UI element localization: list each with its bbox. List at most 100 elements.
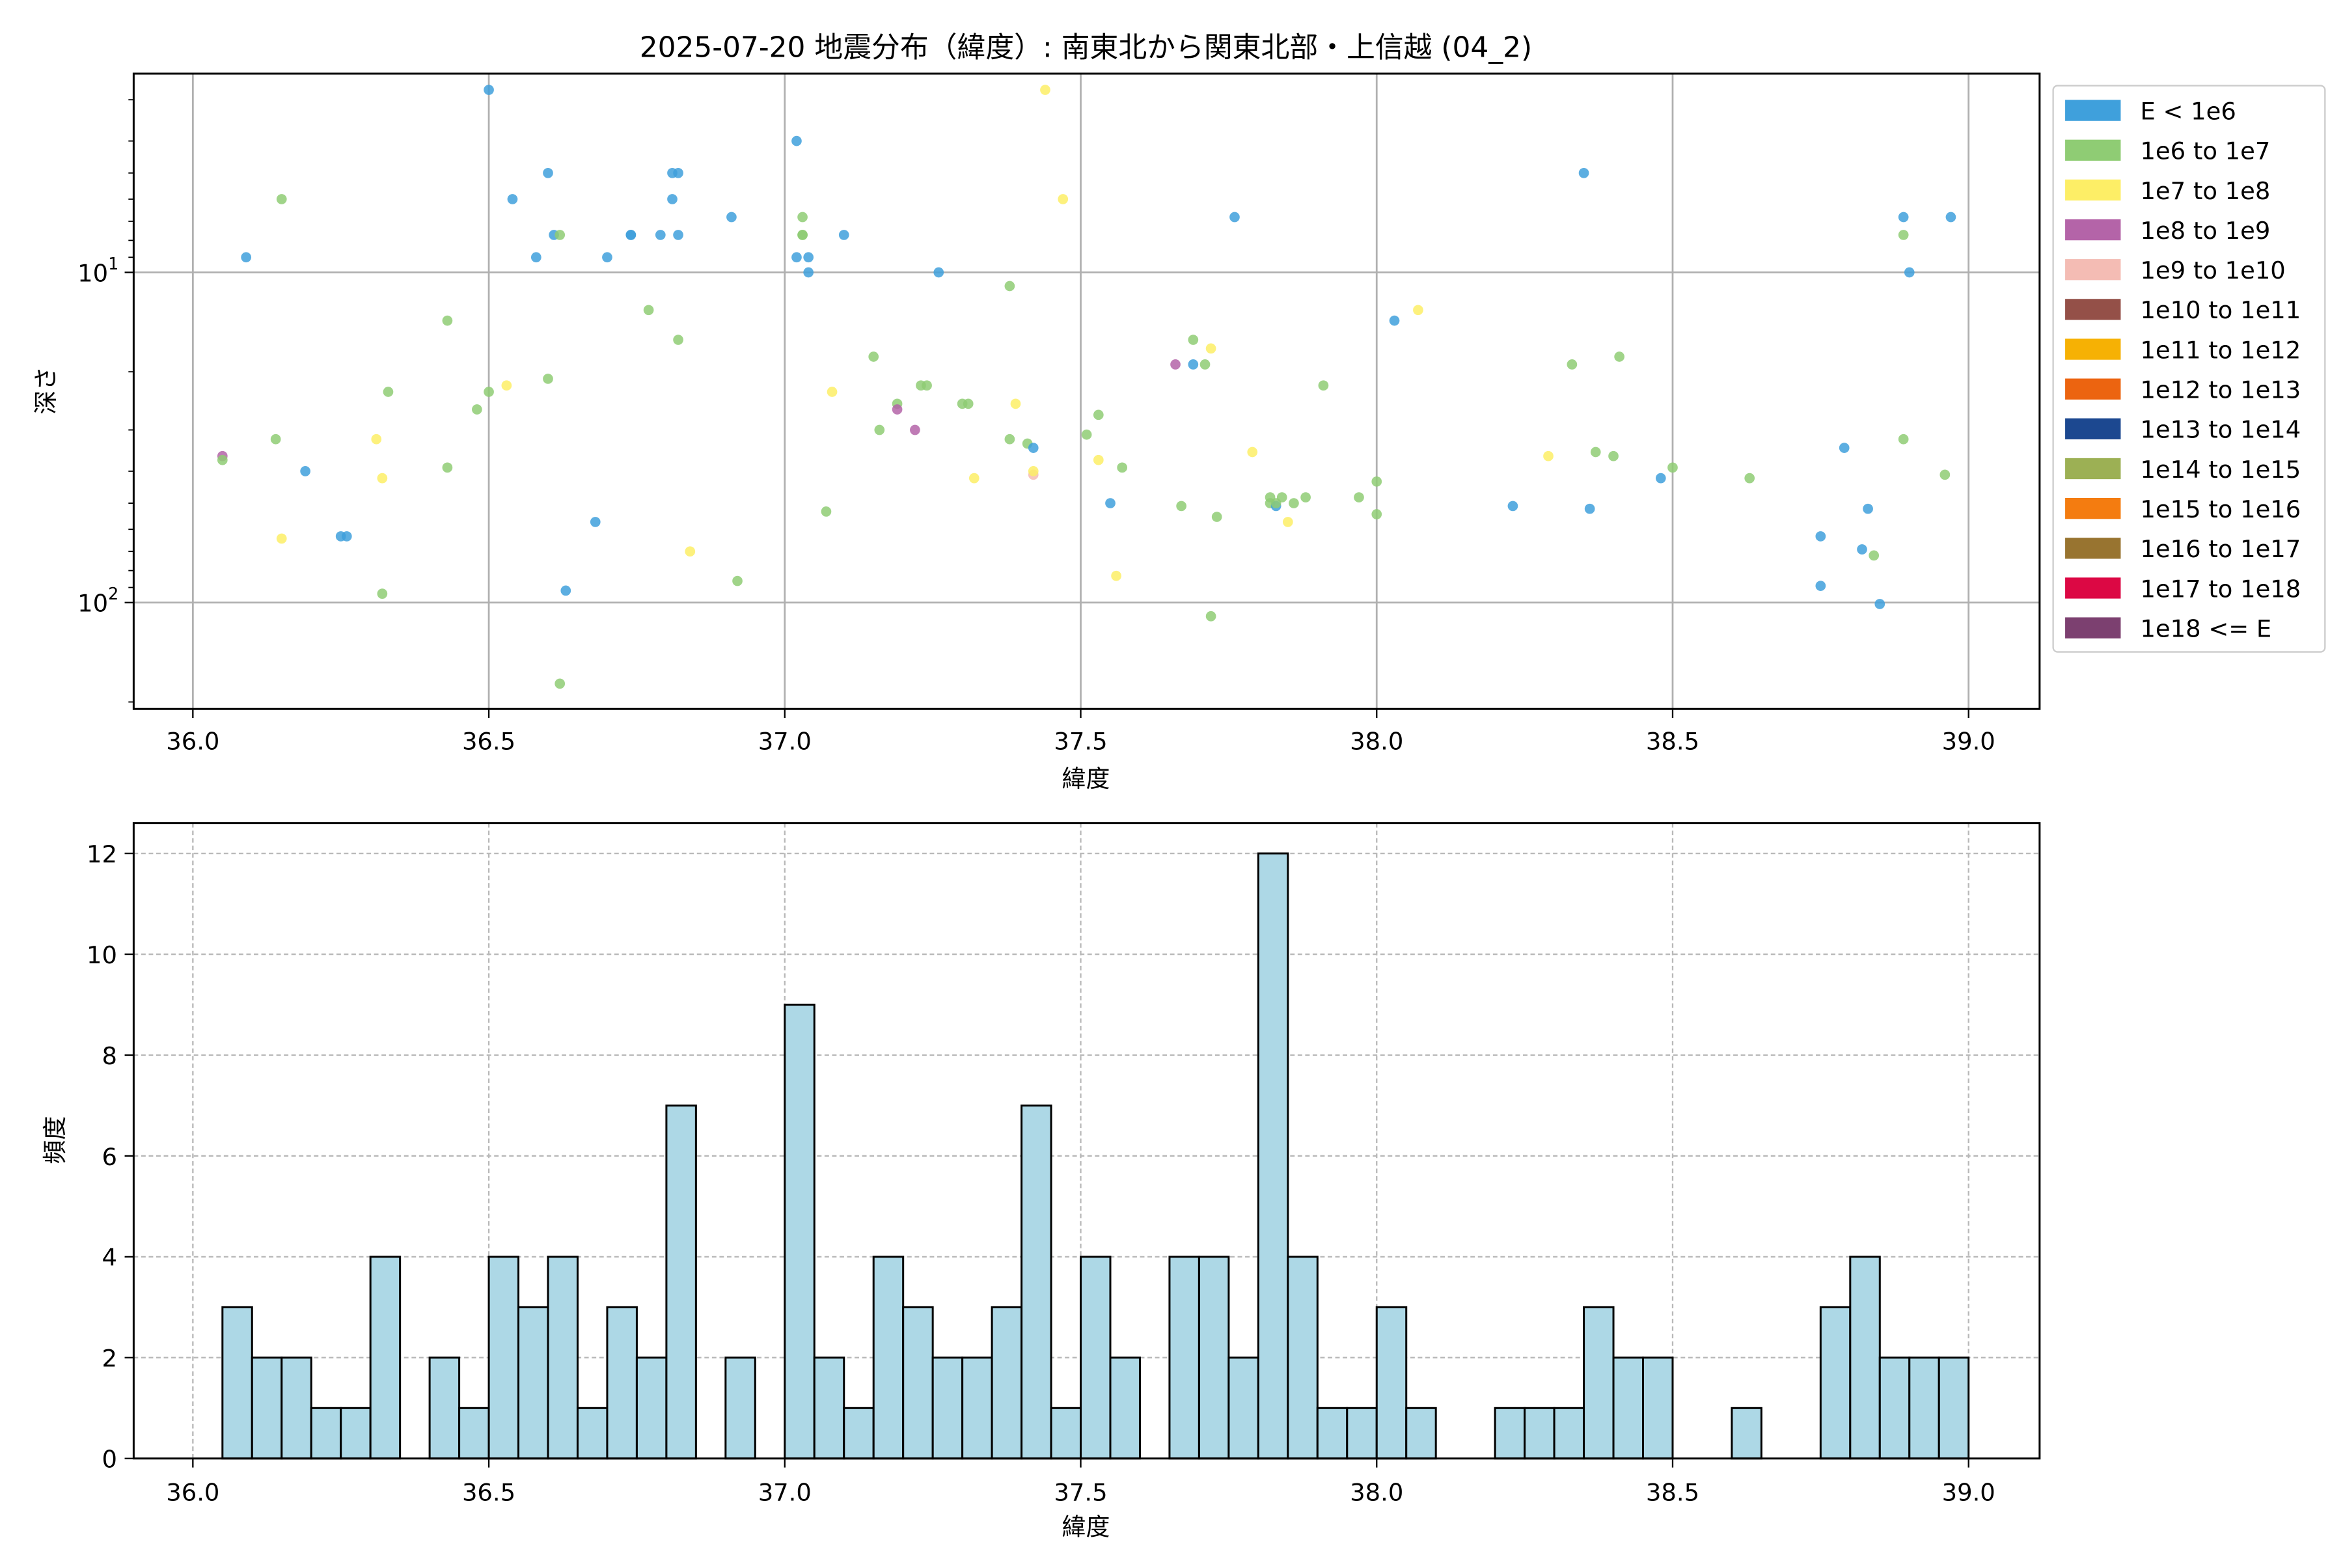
scatter-point	[560, 585, 571, 596]
histogram-x-tick-label: 38.5	[1646, 1478, 1699, 1506]
scatter-point	[1863, 503, 1873, 514]
scatter-point	[1945, 212, 1956, 223]
legend-label: 1e16 to 1e17	[2140, 535, 2301, 563]
scatter-point	[791, 135, 802, 146]
scatter-title: 2025-07-20 地震分布（緯度）: 南東北から関東北部・上信越 (04_2…	[640, 31, 1532, 64]
scatter-point	[643, 305, 654, 316]
scatter-point	[1413, 305, 1423, 316]
scatter-point	[732, 575, 743, 586]
scatter-point	[625, 230, 637, 240]
histogram-bar	[576, 1407, 609, 1460]
histogram-bar	[1287, 1256, 1319, 1460]
histogram-bar	[340, 1407, 372, 1460]
scatter-point	[341, 531, 352, 542]
scatter-point	[1507, 501, 1518, 512]
histogram-bar	[1494, 1407, 1526, 1460]
scatter-point	[910, 424, 920, 435]
histogram-bar	[606, 1306, 638, 1460]
histogram-bar	[1375, 1306, 1408, 1460]
scatter-point	[1058, 194, 1069, 204]
scatter-point	[868, 351, 879, 362]
scatter-point	[501, 380, 512, 391]
scatter-x-tick-label: 38.5	[1646, 728, 1699, 756]
histogram-bar	[1731, 1407, 1762, 1460]
scatter-point	[1282, 517, 1293, 527]
scatter-point	[377, 473, 388, 484]
histogram-bar	[961, 1356, 993, 1460]
legend-swatch	[2065, 338, 2121, 360]
histogram-plot-frame	[132, 822, 2041, 1460]
scatter-point	[543, 374, 553, 384]
scatter-point	[1543, 450, 1554, 461]
legend-label: 1e14 to 1e15	[2140, 456, 2301, 484]
scatter-point	[791, 252, 802, 263]
histogram-bar	[1198, 1256, 1230, 1460]
scatter-point	[1081, 429, 1092, 440]
histogram-y-tick-label: 8	[102, 1042, 117, 1070]
scatter-x-tick-label: 39.0	[1942, 728, 1995, 756]
scatter-point	[1004, 433, 1015, 445]
histogram-bar	[251, 1356, 283, 1460]
legend-swatch	[2065, 179, 2121, 201]
scatter-point	[555, 678, 566, 689]
histogram-bar	[1553, 1407, 1585, 1460]
scatter-point	[1667, 462, 1678, 473]
scatter-x-axis-label: 緯度	[1062, 765, 1110, 793]
scatter-point	[673, 230, 683, 240]
scatter-point	[1898, 433, 1909, 445]
histogram-bar	[428, 1356, 461, 1460]
histogram-bar	[635, 1356, 668, 1460]
scatter-x-ticks: 36.0 36.5 37.0 37.5 38.0 38.5 39.0	[166, 709, 1995, 756]
histogram-bar	[487, 1256, 520, 1460]
legend-swatch	[2065, 538, 2121, 559]
scatter-point	[968, 473, 980, 484]
scatter-point	[1839, 443, 1850, 453]
legend-label: 1e15 to 1e16	[2140, 495, 2301, 523]
scatter-legend: E < 1e6 1e6 to 1e7 1e7 to 1e8 1e8 to 1e9 1e9…	[2052, 85, 2326, 653]
histogram-bar	[1849, 1256, 1881, 1460]
legend-label: 1e13 to 1e14	[2140, 416, 2301, 444]
histogram-y-ticks: 0 2 4 6 8 10 12	[87, 840, 134, 1474]
scatter-point	[1744, 473, 1755, 484]
histogram-y-tick-label: 2	[102, 1345, 117, 1373]
legend-swatch	[2065, 100, 2121, 121]
scatter-point	[1093, 409, 1104, 420]
legend-label: 1e17 to 1e18	[2140, 575, 2301, 603]
scatter-point	[821, 506, 832, 517]
legend-swatch	[2065, 498, 2121, 519]
scatter-point	[1318, 380, 1329, 391]
legend-swatch	[2065, 219, 2121, 241]
histogram-bar	[843, 1407, 875, 1460]
histogram-x-tick-label: 36.0	[166, 1478, 219, 1506]
histogram-bar	[1908, 1356, 1940, 1460]
scatter-point	[673, 335, 683, 345]
scatter-point	[1276, 492, 1287, 502]
histogram-y-tick-label: 6	[102, 1143, 117, 1171]
legend-swatch	[2065, 299, 2121, 320]
histogram-bar	[784, 1004, 815, 1460]
scatter-point	[933, 267, 944, 278]
scatter-point	[797, 212, 808, 223]
scatter-point	[1815, 581, 1826, 591]
scatter-point	[1578, 167, 1589, 178]
scatter-point	[442, 462, 453, 473]
legend-label: 1e12 to 1e13	[2140, 376, 2301, 404]
histogram-bar	[1346, 1407, 1378, 1460]
scatter-y-tick-label: 102	[77, 584, 118, 617]
scatter-point	[371, 433, 382, 445]
scatter-point	[1247, 447, 1258, 458]
scatter-point	[655, 230, 666, 240]
legend-swatch	[2065, 458, 2121, 480]
legend-label: 1e8 to 1e9	[2140, 217, 2270, 245]
scatter-point	[1371, 476, 1382, 487]
scatter-point	[1188, 359, 1199, 370]
histogram-bar	[1642, 1356, 1674, 1460]
histogram-bar	[931, 1356, 964, 1460]
histogram-bar	[1405, 1407, 1437, 1460]
scatter-point	[1289, 498, 1299, 508]
scatter-point	[383, 387, 394, 397]
legend-swatch	[2065, 418, 2121, 439]
scatter-point	[1815, 531, 1826, 542]
